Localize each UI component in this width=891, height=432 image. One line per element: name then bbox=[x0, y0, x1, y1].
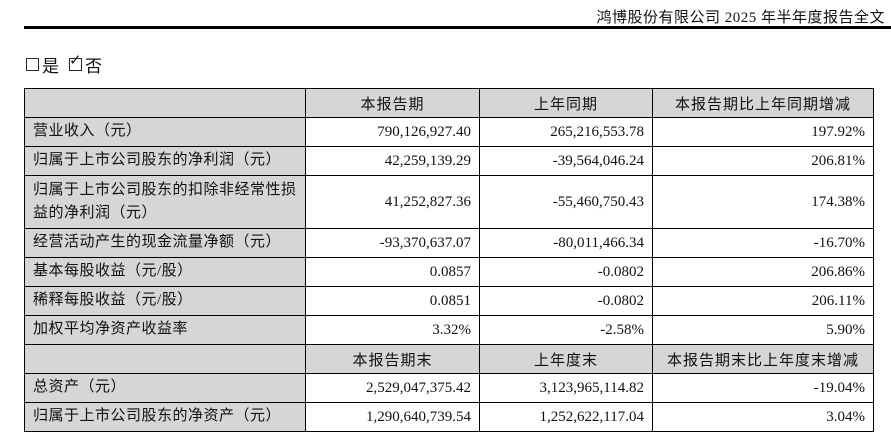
row-change-value: 5.90% bbox=[652, 315, 874, 345]
row-current-value: 1,290,640,739.54 bbox=[305, 402, 480, 432]
header-cell-current-period-end: 本报告期末 bbox=[305, 344, 480, 374]
checkbox-checked-icon: ✓ bbox=[69, 53, 82, 71]
header-cell-period-end-change: 本报告期末比上年度末增减 bbox=[652, 344, 874, 374]
row-change-value: 174.38% bbox=[652, 175, 874, 229]
table-row-operating-cash-flow: 经营活动产生的现金流量净额（元） -93,370,637.07 -80,011,… bbox=[24, 228, 874, 258]
header-cell-blank bbox=[24, 88, 306, 118]
table-header-row-period: 本报告期 上年同期 本报告期比上年同期增减 bbox=[24, 88, 874, 118]
row-change-value: 206.81% bbox=[652, 146, 874, 176]
table-row-total-assets: 总资产（元） 2,529,047,375.42 3,123,965,114.82… bbox=[24, 373, 874, 403]
row-prior-value: 265,216,553.78 bbox=[479, 117, 653, 147]
row-current-value: 41,252,827.36 bbox=[305, 175, 480, 229]
yes-option: 是 bbox=[26, 52, 59, 77]
row-prior-value: 1,252,622,117.04 bbox=[479, 402, 653, 432]
row-current-value: 2,529,047,375.42 bbox=[305, 373, 480, 403]
table-row-basic-eps: 基本每股收益（元/股） 0.0857 -0.0802 206.86% bbox=[24, 257, 874, 287]
row-label: 经营活动产生的现金流量净额（元） bbox=[24, 228, 306, 258]
row-current-value: 3.32% bbox=[305, 315, 480, 345]
yes-label: 是 bbox=[42, 57, 59, 76]
title-divider bbox=[24, 26, 891, 29]
header-cell-prior-period: 上年同期 bbox=[479, 88, 653, 118]
row-prior-value: -55,460,750.43 bbox=[479, 175, 653, 229]
row-current-value: -93,370,637.07 bbox=[305, 228, 480, 258]
no-option: ✓ 否 bbox=[69, 52, 102, 77]
row-change-value: 3.04% bbox=[652, 402, 874, 432]
row-prior-value: -80,011,466.34 bbox=[479, 228, 653, 258]
table-row-revenue: 营业收入（元） 790,126,927.40 265,216,553.78 19… bbox=[24, 117, 874, 147]
table-row-diluted-eps: 稀释每股收益（元/股） 0.0851 -0.0802 206.11% bbox=[24, 286, 874, 316]
row-prior-value: -39,564,046.24 bbox=[479, 146, 653, 176]
row-current-value: 0.0851 bbox=[305, 286, 480, 316]
row-label: 总资产（元） bbox=[24, 373, 306, 403]
table-header-row-period-end: 本报告期末 上年度末 本报告期末比上年度末增减 bbox=[24, 344, 874, 374]
row-change-value: -16.70% bbox=[652, 228, 874, 258]
row-label: 稀释每股收益（元/股） bbox=[24, 286, 306, 316]
table-row-net-profit-excl-nonrecurring: 归属于上市公司股东的扣除非经常性损益的净利润（元） 41,252,827.36 … bbox=[24, 175, 874, 229]
row-prior-value: -2.58% bbox=[479, 315, 653, 345]
financial-summary-table: 本报告期 上年同期 本报告期比上年同期增减 营业收入（元） 790,126,92… bbox=[24, 88, 874, 432]
row-label: 基本每股收益（元/股） bbox=[24, 257, 306, 287]
row-label: 归属于上市公司股东的净资产（元） bbox=[24, 402, 306, 432]
row-current-value: 0.0857 bbox=[305, 257, 480, 287]
header-cell-prior-year-end: 上年度末 bbox=[479, 344, 653, 374]
row-label: 归属于上市公司股东的净利润（元） bbox=[24, 146, 306, 176]
header-cell-period-change: 本报告期比上年同期增减 bbox=[652, 88, 874, 118]
checkmark-icon: ✓ bbox=[69, 51, 82, 69]
header-cell-blank bbox=[24, 344, 306, 374]
no-label: 否 bbox=[85, 57, 102, 76]
row-change-value: 197.92% bbox=[652, 117, 874, 147]
row-label: 营业收入（元） bbox=[24, 117, 306, 147]
table-row-weighted-avg-roe: 加权平均净资产收益率 3.32% -2.58% 5.90% bbox=[24, 315, 874, 345]
yes-no-checkbox-line: 是 ✓ 否 bbox=[26, 52, 112, 77]
header-cell-current-period: 本报告期 bbox=[305, 88, 480, 118]
row-change-value: 206.11% bbox=[652, 286, 874, 316]
row-change-value: 206.86% bbox=[652, 257, 874, 287]
table-row-net-profit: 归属于上市公司股东的净利润（元） 42,259,139.29 -39,564,0… bbox=[24, 146, 874, 176]
row-label: 归属于上市公司股东的扣除非经常性损益的净利润（元） bbox=[24, 175, 306, 229]
table-row-net-assets: 归属于上市公司股东的净资产（元） 1,290,640,739.54 1,252,… bbox=[24, 402, 874, 432]
row-prior-value: -0.0802 bbox=[479, 257, 653, 287]
row-current-value: 42,259,139.29 bbox=[305, 146, 480, 176]
row-current-value: 790,126,927.40 bbox=[305, 117, 480, 147]
row-label: 加权平均净资产收益率 bbox=[24, 315, 306, 345]
row-prior-value: -0.0802 bbox=[479, 286, 653, 316]
row-prior-value: 3,123,965,114.82 bbox=[479, 373, 653, 403]
checkbox-unchecked-icon bbox=[26, 58, 39, 71]
row-change-value: -19.04% bbox=[652, 373, 874, 403]
document-title: 鸿博股份有限公司 2025 年半年度报告全文 bbox=[596, 10, 885, 26]
